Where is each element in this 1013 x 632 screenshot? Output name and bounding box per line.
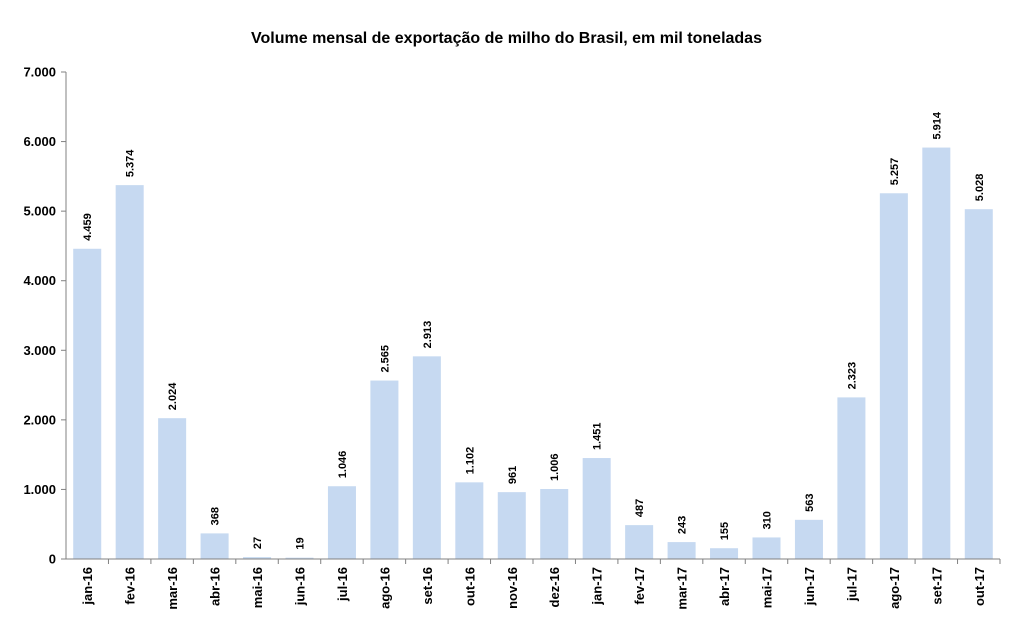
data-label-dez-16: 1.006	[549, 453, 561, 481]
x-tick-label-jul-17: jul-17	[844, 567, 859, 602]
data-label-abr-16: 368	[210, 507, 222, 525]
x-tick-label-ago-17: ago-17	[887, 567, 902, 609]
data-label-jun-17: 563	[804, 493, 816, 511]
x-tick-label-jan-17: jan-17	[590, 567, 605, 606]
x-tick-label-abr-16: abr-16	[208, 567, 223, 606]
data-label-ago-16: 2.565	[379, 345, 391, 373]
bar-set-17	[922, 147, 951, 559]
data-label-jul-17: 2.323	[846, 362, 858, 390]
bar-abr-17	[710, 548, 739, 559]
x-tick-label-dez-16: dez-16	[547, 567, 562, 607]
y-tick-label: 6.000	[23, 134, 56, 149]
data-label-set-16: 2.913	[422, 321, 434, 349]
data-label-ago-17: 5.257	[889, 158, 901, 186]
bar-abr-16	[200, 533, 229, 559]
bar-mai-17	[752, 537, 781, 559]
bar-ago-17	[879, 193, 908, 559]
data-label-out-16: 1.102	[464, 447, 476, 475]
bar-out-16	[455, 482, 484, 559]
bar-mar-16	[158, 418, 187, 559]
y-tick-label: 1.000	[23, 482, 56, 497]
bar-jul-16	[327, 486, 356, 559]
bar-fev-17	[625, 525, 654, 559]
y-tick-label: 3.000	[23, 343, 56, 358]
data-label-mai-17: 310	[762, 511, 774, 529]
y-tick-label: 5.000	[23, 204, 56, 219]
x-tick-label-fev-16: fev-16	[123, 567, 138, 605]
data-label-set-17: 5.914	[931, 111, 943, 139]
x-tick-label-ago-16: ago-16	[377, 567, 392, 609]
bar-mar-17	[667, 542, 696, 559]
data-label-abr-17: 155	[719, 522, 731, 540]
data-label-out-17: 5.028	[974, 174, 986, 202]
x-tick-label-set-16: set-16	[420, 567, 435, 605]
x-tick-label-jan-16: jan-16	[80, 567, 95, 606]
bar-set-16	[412, 356, 441, 559]
data-label-jun-16: 19	[295, 537, 307, 549]
x-tick-label-jun-17: jun-17	[802, 567, 817, 606]
x-tick-labels: jan-16 fev-16 mar-16 abr-16 mai-16 jun-16 jul-…	[80, 559, 1001, 610]
bar-nov-16	[497, 492, 526, 559]
bar-jan-16	[73, 248, 102, 559]
x-tick-label-out-16: out-16	[462, 567, 477, 606]
y-tick-label: 2.000	[23, 412, 56, 427]
data-label-jul-16: 1.046	[337, 451, 349, 479]
x-tick-label-mai-16: mai-16	[250, 567, 265, 608]
x-tick-label-mar-17: mar-17	[675, 567, 690, 610]
x-tick-label-fev-17: fev-17	[632, 567, 647, 605]
bar-fev-16	[115, 185, 144, 559]
bar-jun-16	[285, 557, 314, 559]
data-label-fev-17: 487	[634, 499, 646, 517]
x-tick-label-nov-16: nov-16	[505, 567, 520, 609]
x-tick-label-mai-17: mai-17	[760, 567, 775, 608]
bar-mai-16	[243, 557, 272, 559]
bar-ago-16	[370, 380, 399, 559]
data-labels-layer: 4.459 5.374 2.024 368 27 19 1.046 2.565 2.913 1.1…	[82, 111, 986, 550]
x-tick-label-jul-16: jul-16	[335, 567, 350, 602]
bar-jan-17	[582, 458, 611, 559]
y-tick-label: 7.000	[23, 65, 56, 80]
y-tick-label: 4.000	[23, 273, 56, 288]
bar-out-17	[964, 209, 993, 559]
data-label-mai-16: 27	[252, 537, 264, 549]
data-label-jan-16: 4.459	[82, 213, 94, 241]
data-label-mar-17: 243	[677, 516, 689, 534]
data-label-mar-16: 2.024	[167, 382, 179, 410]
y-tick-label: 0	[49, 552, 56, 567]
bar-jun-17	[794, 519, 823, 559]
bar-jul-17	[837, 397, 866, 559]
x-tick-label-jun-16: jun-16	[293, 567, 308, 606]
x-tick-label-out-17: out-17	[972, 567, 987, 606]
bar-dez-16	[540, 489, 569, 559]
x-tick-label-mar-16: mar-16	[165, 567, 180, 610]
bars-layer	[73, 147, 993, 559]
data-label-jan-17: 1.451	[592, 423, 604, 451]
data-label-nov-16: 961	[507, 466, 519, 484]
x-tick-label-abr-17: abr-17	[717, 567, 732, 606]
x-tick-label-set-17: set-17	[929, 567, 944, 605]
chart-title: Volume mensal de exportação de milho do …	[251, 30, 762, 47]
y-tick-labels: 0 1.000 2.000 3.000 4.000 5.000 6.000 7.000	[23, 65, 66, 567]
data-label-fev-16: 5.374	[125, 149, 137, 177]
